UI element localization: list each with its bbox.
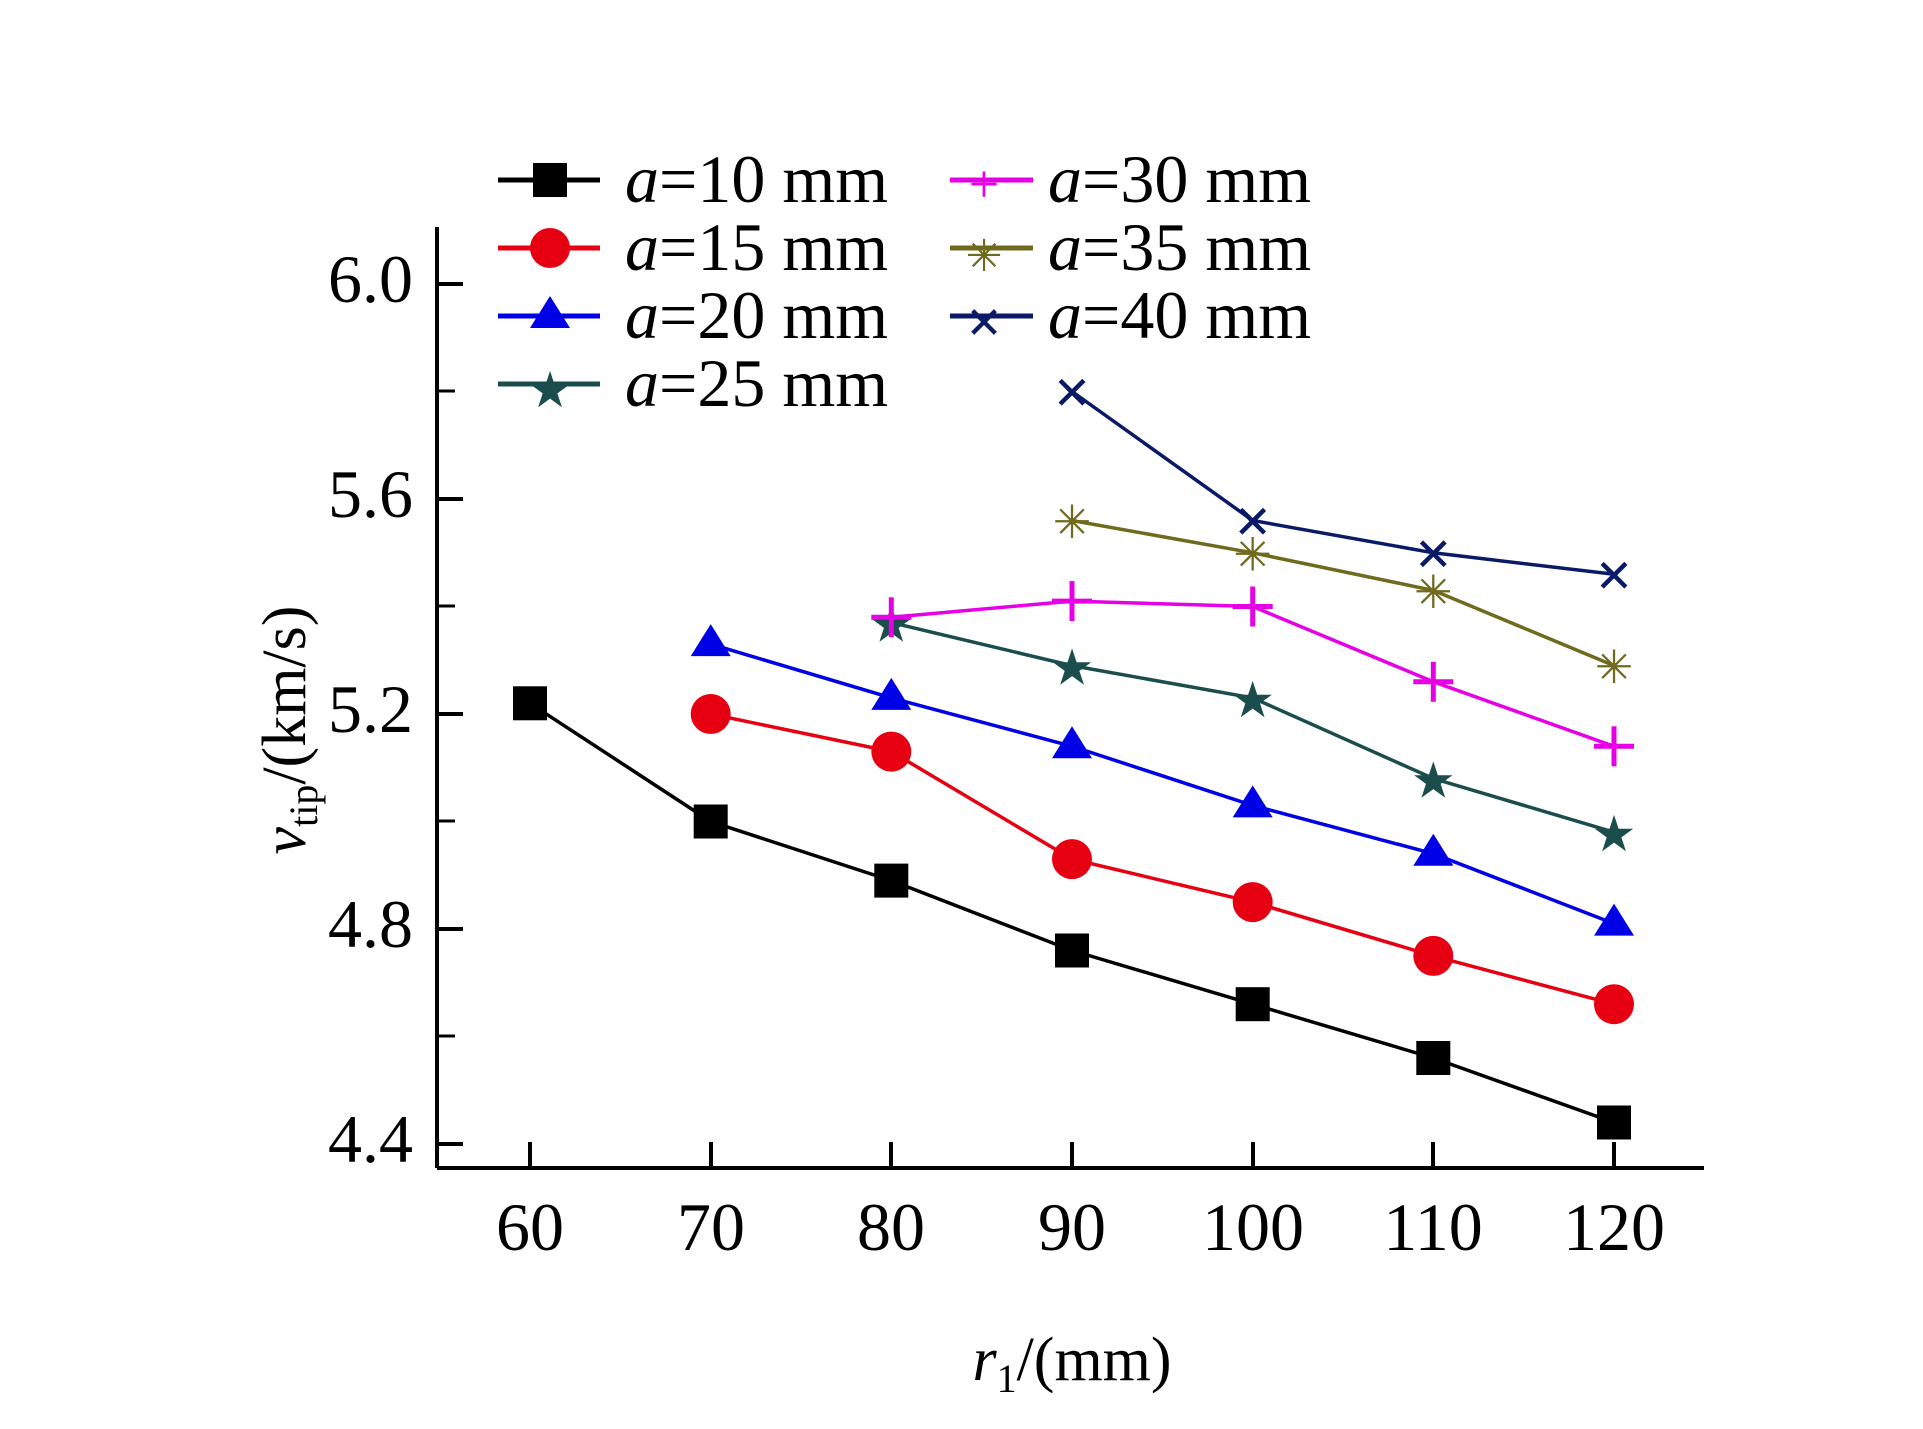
svg-text:a=30 mm: a=30 mm	[1048, 141, 1311, 217]
svg-text:a=25 mm: a=25 mm	[625, 345, 888, 421]
svg-text:★: ★	[1050, 640, 1095, 696]
svg-text:80: 80	[857, 1189, 925, 1265]
svg-text:✳: ✳	[1053, 497, 1092, 548]
svg-text:★: ★	[528, 362, 573, 418]
svg-text:90: 90	[1038, 1189, 1106, 1265]
svg-text:100: 100	[1202, 1189, 1304, 1265]
svg-text:✕: ✕	[1595, 551, 1634, 602]
svg-text:120: 120	[1563, 1189, 1665, 1265]
svg-text:+: +	[969, 154, 999, 214]
svg-text:a=35 mm: a=35 mm	[1048, 209, 1311, 285]
svg-text:✳: ✳	[1595, 642, 1634, 693]
svg-text:✕: ✕	[1053, 368, 1092, 419]
svg-text:✕: ✕	[966, 299, 1003, 348]
svg-text:★: ★	[1592, 806, 1637, 862]
svg-text:✕: ✕	[1414, 529, 1453, 580]
svg-text:★: ★	[1411, 753, 1456, 809]
svg-text:★: ★	[1230, 672, 1275, 728]
svg-text:5.6: 5.6	[328, 456, 413, 532]
svg-text:110: 110	[1383, 1189, 1482, 1265]
svg-text:a=10 mm: a=10 mm	[625, 141, 888, 217]
svg-text:a=40 mm: a=40 mm	[1048, 277, 1311, 353]
svg-text:6.0: 6.0	[328, 241, 413, 317]
svg-text:a=20 mm: a=20 mm	[625, 277, 888, 353]
svg-text:5.2: 5.2	[328, 671, 413, 747]
svg-text:✳: ✳	[966, 232, 1003, 281]
svg-text:4.4: 4.4	[328, 1101, 413, 1177]
svg-text:✕: ✕	[1233, 497, 1272, 548]
svg-text:4.8: 4.8	[328, 886, 413, 962]
svg-text:a=15 mm: a=15 mm	[625, 209, 888, 285]
svg-text:60: 60	[496, 1189, 564, 1265]
svg-text:70: 70	[677, 1189, 745, 1265]
